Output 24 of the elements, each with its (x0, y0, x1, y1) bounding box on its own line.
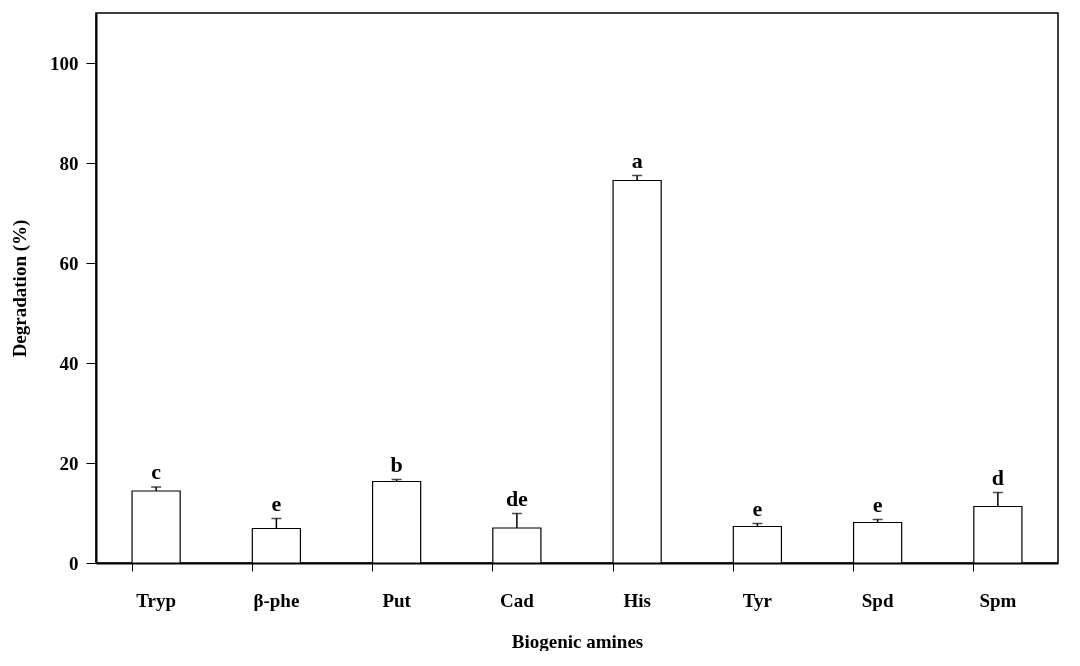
annotation: e (752, 495, 763, 521)
annotation: d (991, 464, 1004, 490)
annotation: a (631, 147, 643, 173)
y-tick-label: 100 (50, 52, 79, 74)
x-axis-title: Biogenic amines (511, 630, 644, 652)
annotation: c (151, 459, 162, 484)
x-tick-label: β-phe (253, 589, 300, 611)
annotation: b (390, 452, 403, 477)
x-tick-label: Tryp (136, 589, 177, 611)
annotation: e (271, 490, 282, 516)
x-tick-label: Spm (979, 589, 1017, 611)
annotation: e (872, 491, 883, 517)
x-tick-label: Cad (499, 589, 535, 611)
y-tick-label: 20 (59, 452, 79, 474)
y-tick-label: 80 (59, 152, 79, 174)
y-tick-label: 40 (59, 352, 79, 374)
y-tick-label: 0 (69, 552, 79, 574)
y-axis-title: Degradation (%) (9, 219, 31, 358)
x-tick-label: Spd (861, 589, 894, 611)
x-tick-label: Put (382, 589, 412, 611)
x-tick-label: His (623, 589, 651, 611)
y-tick-label: 60 (59, 252, 79, 274)
x-tick-label: Tyr (742, 589, 773, 611)
annotation: de (505, 485, 529, 511)
